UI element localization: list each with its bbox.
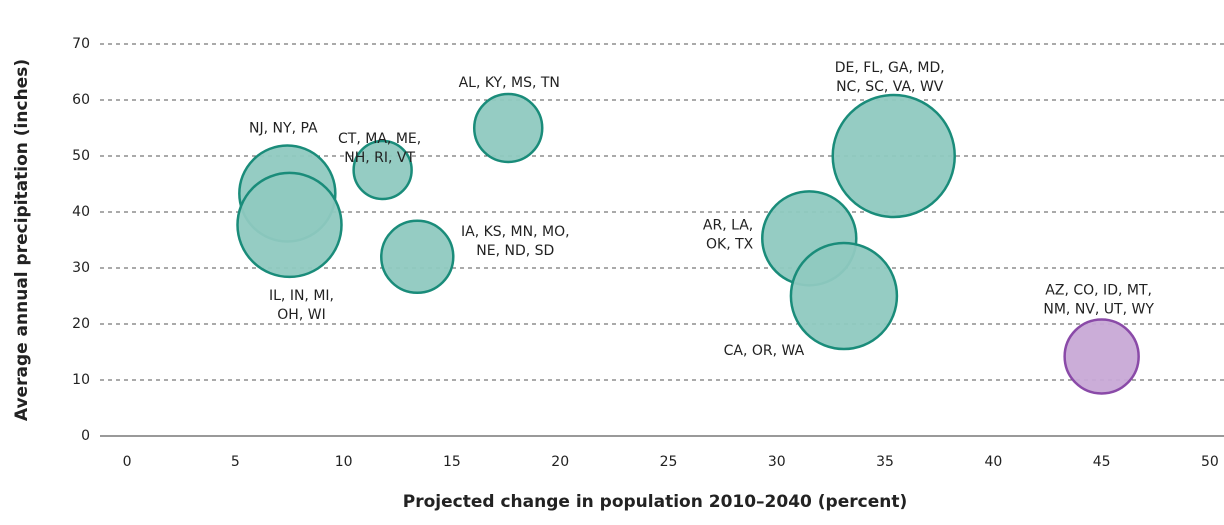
x-tick-label: 5 [231, 454, 240, 470]
bubble [472, 92, 544, 164]
y-tick-label: 30 [72, 260, 90, 276]
x-tick-label: 15 [443, 454, 461, 470]
bubble [352, 139, 413, 201]
bubble [236, 171, 343, 279]
y-tick-label: 10 [72, 372, 90, 388]
bubble [789, 241, 899, 351]
x-tick-label: 40 [984, 454, 1002, 470]
bubble-label: OK, TX [706, 236, 754, 252]
bubble-label: CA, OR, WA [724, 343, 805, 359]
bubble-label: OH, WI [277, 307, 325, 323]
x-tick-label: 20 [551, 454, 569, 470]
x-tick-label: 30 [768, 454, 786, 470]
bubble [1063, 318, 1140, 395]
bubble-label: NC, SC, VA, WV [836, 79, 944, 95]
y-tick-label: 50 [72, 148, 90, 164]
y-axis-title: Average annual precipitation (inches) [12, 59, 32, 421]
x-tick-label: 0 [123, 454, 132, 470]
bubble-label: IA, KS, MN, MO, [461, 224, 570, 240]
bubble-label: AL, KY, MS, TN [459, 75, 560, 91]
x-tick-label: 35 [876, 454, 894, 470]
y-tick-label: 70 [72, 36, 90, 52]
bubble-label: IL, IN, MI, [269, 288, 334, 304]
x-axis-title: Projected change in population 2010–2040… [403, 492, 908, 512]
bubble [831, 93, 956, 219]
bubble-label: DE, FL, GA, MD, [835, 60, 945, 76]
x-tick-label: 25 [660, 454, 678, 470]
bubble [380, 219, 455, 295]
bubble-label: NM, NV, UT, WY [1043, 301, 1154, 317]
y-tick-label: 0 [81, 428, 90, 444]
y-tick-label: 20 [72, 316, 90, 332]
bubble-label: AZ, CO, ID, MT, [1045, 282, 1152, 298]
bubble-label: NJ, NY, PA [249, 121, 318, 137]
bubble-label: AR, LA, [703, 217, 753, 233]
y-tick-label: 40 [72, 204, 90, 220]
x-tick-label: 10 [335, 454, 353, 470]
x-tick-label: 45 [1093, 454, 1111, 470]
bubble-label: NH, RI, VT [344, 150, 415, 166]
bubble-label: CT, MA, ME, [338, 131, 421, 147]
bubble-label: NE, ND, SD [476, 243, 554, 259]
y-tick-label: 60 [72, 92, 90, 108]
x-tick-label: 50 [1201, 454, 1219, 470]
